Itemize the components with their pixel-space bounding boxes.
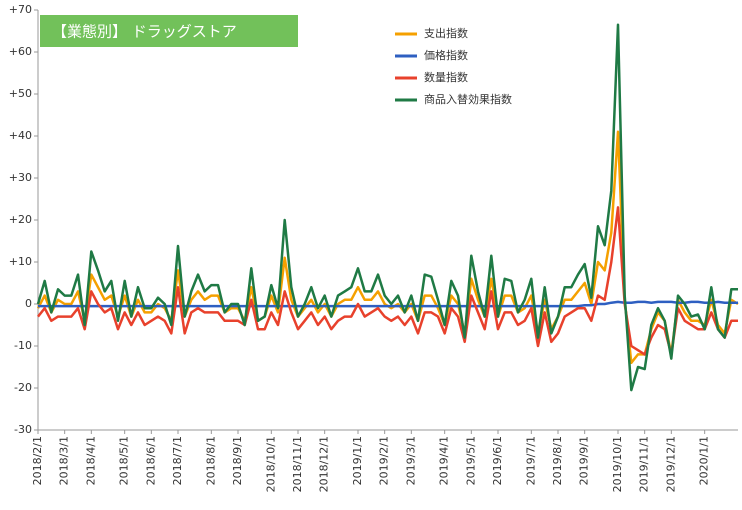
chart-title: 【業態別】 ドラッグストア <box>52 23 237 41</box>
legend-label: 数量指数 <box>424 70 468 84</box>
y-tick-label: -30 <box>14 423 32 436</box>
x-tick-label: 2018/7/1 <box>171 436 184 485</box>
x-tick-label: 2019/2/1 <box>378 436 391 485</box>
x-tick-label: 2019/6/1 <box>491 436 504 485</box>
x-tick-label: 2018/5/1 <box>118 436 131 485</box>
y-tick-label: -20 <box>14 381 32 394</box>
x-tick-label: 2019/11/1 <box>638 436 651 492</box>
y-tick-label: +20 <box>9 213 32 226</box>
x-tick-label: 2019/5/1 <box>464 436 477 485</box>
y-tick-label: +50 <box>9 87 32 100</box>
series-line <box>38 300 738 308</box>
legend-label: 商品入替効果指数 <box>424 92 512 106</box>
x-tick-label: 2019/7/1 <box>524 436 537 485</box>
legend-label: 価格指数 <box>424 48 468 62</box>
x-tick-label: 2018/12/1 <box>318 436 331 492</box>
x-tick-label: 2019/4/1 <box>438 436 451 485</box>
x-tick-label: 2018/9/1 <box>231 436 244 485</box>
legend-label: 支出指数 <box>424 26 468 40</box>
x-tick-label: 2018/2/1 <box>31 436 44 485</box>
x-tick-label: 2018/11/1 <box>291 436 304 492</box>
x-tick-label: 2018/3/1 <box>58 436 71 485</box>
series-line <box>37 206 738 356</box>
x-tick-label: 2018/8/1 <box>204 436 217 485</box>
series-line <box>36 23 738 392</box>
x-tick-label: 2019/8/1 <box>551 436 564 485</box>
title-box <box>40 15 298 47</box>
series-line <box>36 130 739 365</box>
y-tick-label: -10 <box>14 339 32 352</box>
x-tick-label: 2019/10/1 <box>611 436 624 492</box>
x-tick-label: 2019/3/1 <box>404 436 417 485</box>
y-tick-label: 0 <box>25 297 32 310</box>
y-tick-label: +60 <box>9 45 32 58</box>
x-tick-label: 2018/6/1 <box>144 436 157 485</box>
x-tick-label: 2018/10/1 <box>264 436 277 492</box>
x-tick-label: 2018/4/1 <box>84 436 97 485</box>
y-tick-label: +70 <box>9 3 32 16</box>
y-tick-label: +10 <box>9 255 32 268</box>
x-tick-label: 2019/1/1 <box>351 436 364 485</box>
y-tick-label: +40 <box>9 129 32 142</box>
y-tick-label: +30 <box>9 171 32 184</box>
x-tick-label: 2020/1/1 <box>698 436 711 485</box>
x-tick-label: 2019/9/1 <box>578 436 591 485</box>
x-tick-label: 2019/12/1 <box>664 436 677 492</box>
